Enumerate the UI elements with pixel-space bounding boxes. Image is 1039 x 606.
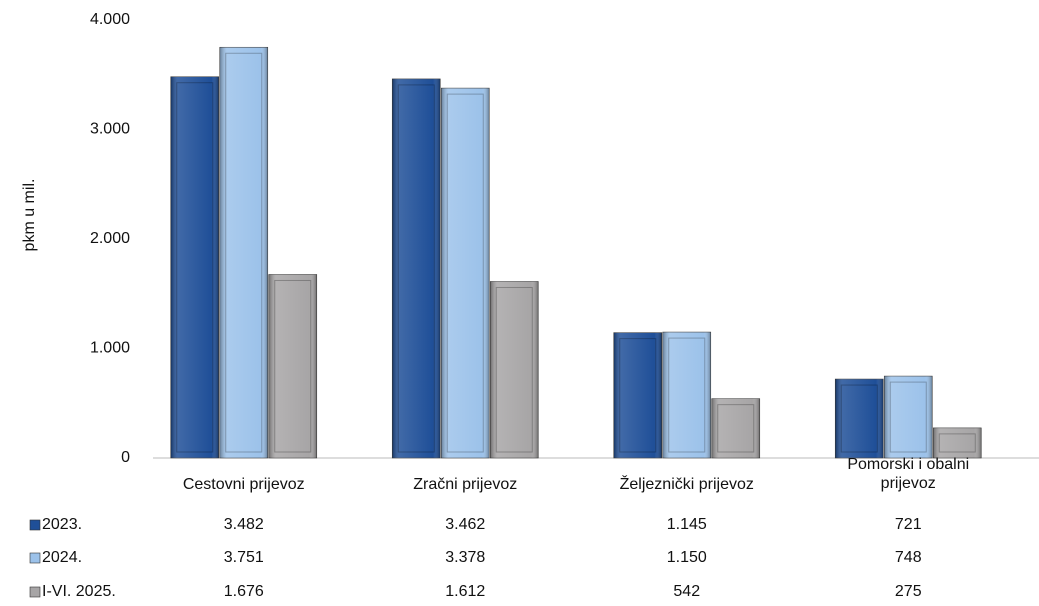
legend-label: 2023. xyxy=(42,516,82,533)
bar-shade xyxy=(933,427,982,458)
table-value: 1.612 xyxy=(445,583,485,600)
bar-shade xyxy=(392,78,441,458)
table-value: 275 xyxy=(895,583,922,600)
bar-bevel xyxy=(619,338,657,453)
bar-bevel xyxy=(446,93,484,453)
table-value: 3.462 xyxy=(445,516,485,533)
bar-bevel xyxy=(889,381,927,453)
legend-swatch xyxy=(29,519,41,531)
bar-bevel xyxy=(717,404,755,453)
bar-shade xyxy=(711,398,760,458)
bar-bevel xyxy=(225,52,263,453)
table-value: 1.676 xyxy=(224,583,264,600)
bar-shade xyxy=(170,76,219,458)
table-value: 1.145 xyxy=(667,516,707,533)
bar-bevel xyxy=(176,82,214,453)
y-axis-label: pkm u mil. xyxy=(21,179,38,252)
x-tick-label: Pomorski i obalni prijevoz xyxy=(847,456,970,492)
bar-shade xyxy=(662,332,711,458)
table-value: 721 xyxy=(895,516,922,533)
legend-label: 2024. xyxy=(42,549,82,566)
bar-bevel xyxy=(938,433,976,453)
legend-swatch xyxy=(29,552,41,564)
table-value: 3.751 xyxy=(224,549,264,566)
bar-bevel xyxy=(495,286,533,453)
bar-shade xyxy=(490,281,539,458)
table-value: 3.378 xyxy=(445,549,485,566)
table-value: 1.150 xyxy=(667,549,707,566)
y-tick-label: 2.000 xyxy=(90,230,130,247)
bar-shade xyxy=(441,88,490,458)
bar-bevel xyxy=(840,384,878,453)
bar-bevel xyxy=(274,279,312,453)
bar-shade xyxy=(835,379,884,458)
bar-shade xyxy=(268,274,317,458)
bar-shade xyxy=(884,376,933,458)
bar-bevel xyxy=(668,337,706,453)
y-tick-label: 0 xyxy=(121,449,130,466)
bar-shade xyxy=(613,332,662,458)
x-tick-label: Željeznički prijevoz xyxy=(619,476,754,493)
bar-bevel xyxy=(397,84,435,453)
legend-swatch xyxy=(29,586,41,598)
table-value: 748 xyxy=(895,549,922,566)
y-tick-label: 3.000 xyxy=(90,121,130,138)
table-value: 542 xyxy=(673,583,700,600)
table-value: 3.482 xyxy=(224,516,264,533)
x-tick-label: Zračni prijevoz xyxy=(413,476,518,493)
y-tick-label: 4.000 xyxy=(90,11,130,28)
bar-shade xyxy=(219,47,268,458)
x-tick-label: Cestovni prijevoz xyxy=(182,476,305,493)
legend-label: I-VI. 2025. xyxy=(42,583,116,600)
y-tick-label: 1.000 xyxy=(90,340,130,357)
